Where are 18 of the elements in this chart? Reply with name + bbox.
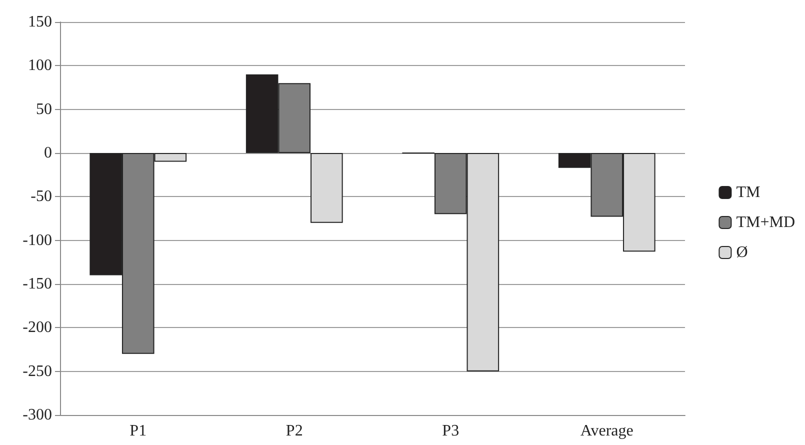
x-tick-label: P2 [286, 422, 303, 440]
y-tick-label: -150 [22, 276, 52, 292]
y-tick-label: -200 [22, 319, 52, 336]
y-tick-label: -250 [22, 362, 52, 380]
y-tick-label: 100 [28, 57, 52, 74]
x-tick-label: P1 [130, 422, 147, 440]
bar [310, 153, 343, 223]
y-tick-label: 150 [28, 14, 52, 30]
y-tick-label: -300 [22, 406, 52, 424]
legend-label: Ø [736, 244, 748, 261]
x-tick-label: Average [580, 422, 634, 440]
y-tick-label: 0 [44, 144, 52, 162]
x-tick-label: P3 [442, 422, 460, 440]
y-tick-label: -100 [22, 232, 52, 249]
legend-label: TM+MD [736, 214, 796, 231]
legend-label: TM [736, 184, 760, 201]
y-tick-label: 50 [36, 100, 52, 118]
y-tick-label: -50 [30, 188, 52, 206]
